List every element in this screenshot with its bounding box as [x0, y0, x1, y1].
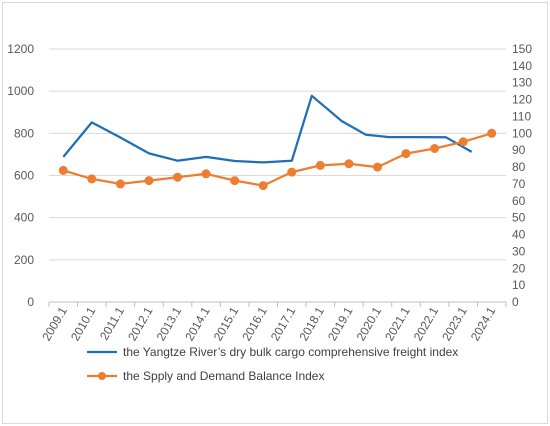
series-point — [287, 167, 297, 177]
y-right-tick-label: 140 — [512, 59, 532, 73]
legend-marker — [98, 372, 106, 380]
y-right-tick-label: 150 — [512, 42, 532, 56]
series-point — [344, 159, 354, 169]
y-right-tick-label: 10 — [512, 278, 526, 292]
y-right-tick-label: 100 — [512, 126, 532, 140]
x-tick-label: 2023.1 — [439, 304, 470, 343]
series-point — [87, 174, 97, 184]
y-right-tick-label: 30 — [512, 244, 526, 258]
y-left-tick-label: 200 — [14, 253, 34, 267]
x-tick-label: 2024.1 — [468, 304, 499, 343]
series-point — [115, 179, 125, 189]
series-point — [373, 162, 382, 172]
series-point — [230, 176, 240, 186]
series-point — [487, 128, 497, 138]
series-point — [401, 149, 411, 159]
x-tick-label: 2014.1 — [182, 304, 213, 343]
x-tick-label: 2010.1 — [68, 304, 99, 343]
y-right-tick-label: 110 — [512, 109, 531, 123]
series-line-2 — [62, 132, 493, 187]
x-tick-label: 2013.1 — [154, 304, 185, 343]
y-right-tick-label: 120 — [512, 93, 532, 107]
x-tick-label: 2016.1 — [239, 304, 270, 343]
y-left-tick-label: 0 — [27, 295, 34, 309]
x-tick-label: 2015.1 — [211, 304, 242, 343]
y-right-tick-label: 40 — [512, 228, 526, 242]
y-right-tick-label: 20 — [512, 261, 526, 275]
y-right-tick-label: 60 — [512, 194, 526, 208]
legend-label-2: the Spply and Demand Balance Index — [123, 369, 324, 383]
series-point — [430, 144, 440, 153]
x-tick-label: 2017.1 — [268, 304, 299, 343]
x-tick-label: 2022.1 — [411, 304, 442, 343]
series-point — [58, 165, 68, 175]
series-line-1 — [62, 94, 473, 164]
x-tick-label: 2012.1 — [125, 304, 156, 343]
x-tick-label: 2021.1 — [382, 304, 413, 343]
series-point — [201, 169, 211, 179]
y-right-tick-label: 50 — [512, 211, 526, 225]
series-point — [258, 181, 268, 191]
y-left-tick-label: 1200 — [7, 42, 34, 56]
y-right-tick-label: 80 — [512, 160, 526, 174]
series-point — [173, 172, 182, 182]
series-point — [144, 176, 154, 186]
x-tick-label: 2019.1 — [325, 304, 356, 343]
x-tick-label: 2009.1 — [39, 304, 70, 343]
y-right-tick-label: 0 — [512, 295, 519, 309]
series-point — [315, 160, 325, 170]
y-left-tick-label: 1000 — [7, 84, 34, 98]
x-tick-label: 2011.1 — [97, 304, 127, 342]
series-point — [458, 137, 468, 147]
x-tick-label: 2018.1 — [296, 304, 327, 343]
y-right-tick-label: 130 — [512, 76, 532, 90]
y-right-tick-label: 70 — [512, 177, 526, 191]
legend-label-1: the Yangtze River’s dry bulk cargo compr… — [123, 345, 458, 359]
y-left-tick-label: 600 — [14, 169, 34, 183]
y-left-tick-label: 400 — [14, 211, 34, 225]
x-tick-label: 2020.1 — [354, 304, 385, 343]
y-left-tick-label: 800 — [14, 126, 34, 140]
y-right-tick-label: 90 — [512, 143, 526, 157]
